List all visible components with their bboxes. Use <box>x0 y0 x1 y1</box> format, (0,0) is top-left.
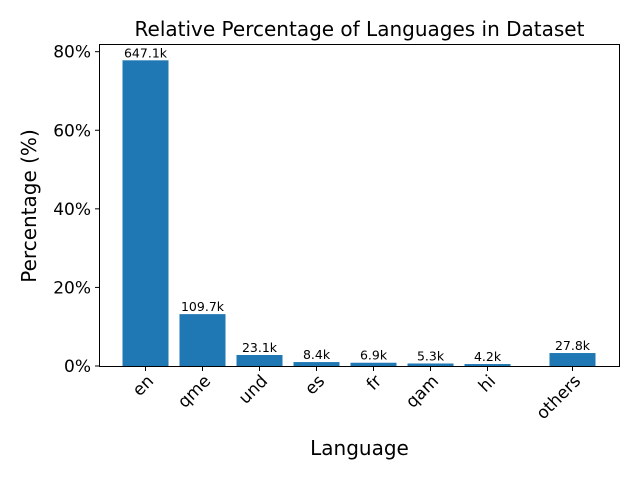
bar-qme <box>179 314 226 366</box>
data-label-qme: 109.7k <box>181 299 225 314</box>
plot-frame <box>99 44 620 367</box>
x-tick-label-qam: qam <box>402 371 443 412</box>
data-label-und: 23.1k <box>242 340 278 355</box>
bar-others <box>549 353 596 366</box>
y-tick-label-80: 80% <box>53 43 91 63</box>
data-label-qam: 5.3k <box>417 348 445 363</box>
x-axis-title: Language <box>310 436 409 460</box>
y-axis: 0% 20% 40% 60% 80% <box>53 43 100 377</box>
y-tick-label-20: 20% <box>53 278 91 298</box>
x-tick-label-fr: fr <box>363 371 386 394</box>
bars-group <box>122 60 596 367</box>
bar-qam <box>407 363 454 366</box>
data-label-en: 647.1k <box>124 45 168 60</box>
x-tick-label-qme: qme <box>174 371 215 412</box>
y-axis-title: Percentage (%) <box>17 129 41 282</box>
x-axis: en qme und es fr qam hi others <box>129 366 585 424</box>
x-tick-label-hi: hi <box>475 371 500 396</box>
bar-labels-group: 647.1k 109.7k 23.1k 8.4k 6.9k 5.3k 4.2k 27.8k <box>124 45 591 364</box>
bar-und <box>236 354 283 366</box>
y-tick-label-40: 40% <box>53 200 91 220</box>
data-label-es: 8.4k <box>303 347 331 362</box>
x-tick-label-es: es <box>301 371 329 399</box>
data-label-others: 27.8k <box>555 338 591 353</box>
bar-es <box>293 362 340 366</box>
bar-fr <box>350 362 397 366</box>
bar-en <box>122 60 169 367</box>
data-label-fr: 6.9k <box>360 348 388 363</box>
x-tick-label-others: others <box>533 371 586 424</box>
x-tick-label-en: en <box>129 371 158 400</box>
y-tick-label-0: 0% <box>64 357 91 377</box>
y-tick-label-60: 60% <box>53 121 91 141</box>
x-tick-label-und: und <box>235 371 272 408</box>
data-label-hi: 4.2k <box>474 349 502 364</box>
chart-title: Relative Percentage of Languages in Data… <box>135 17 585 41</box>
bar-hi <box>464 364 511 366</box>
